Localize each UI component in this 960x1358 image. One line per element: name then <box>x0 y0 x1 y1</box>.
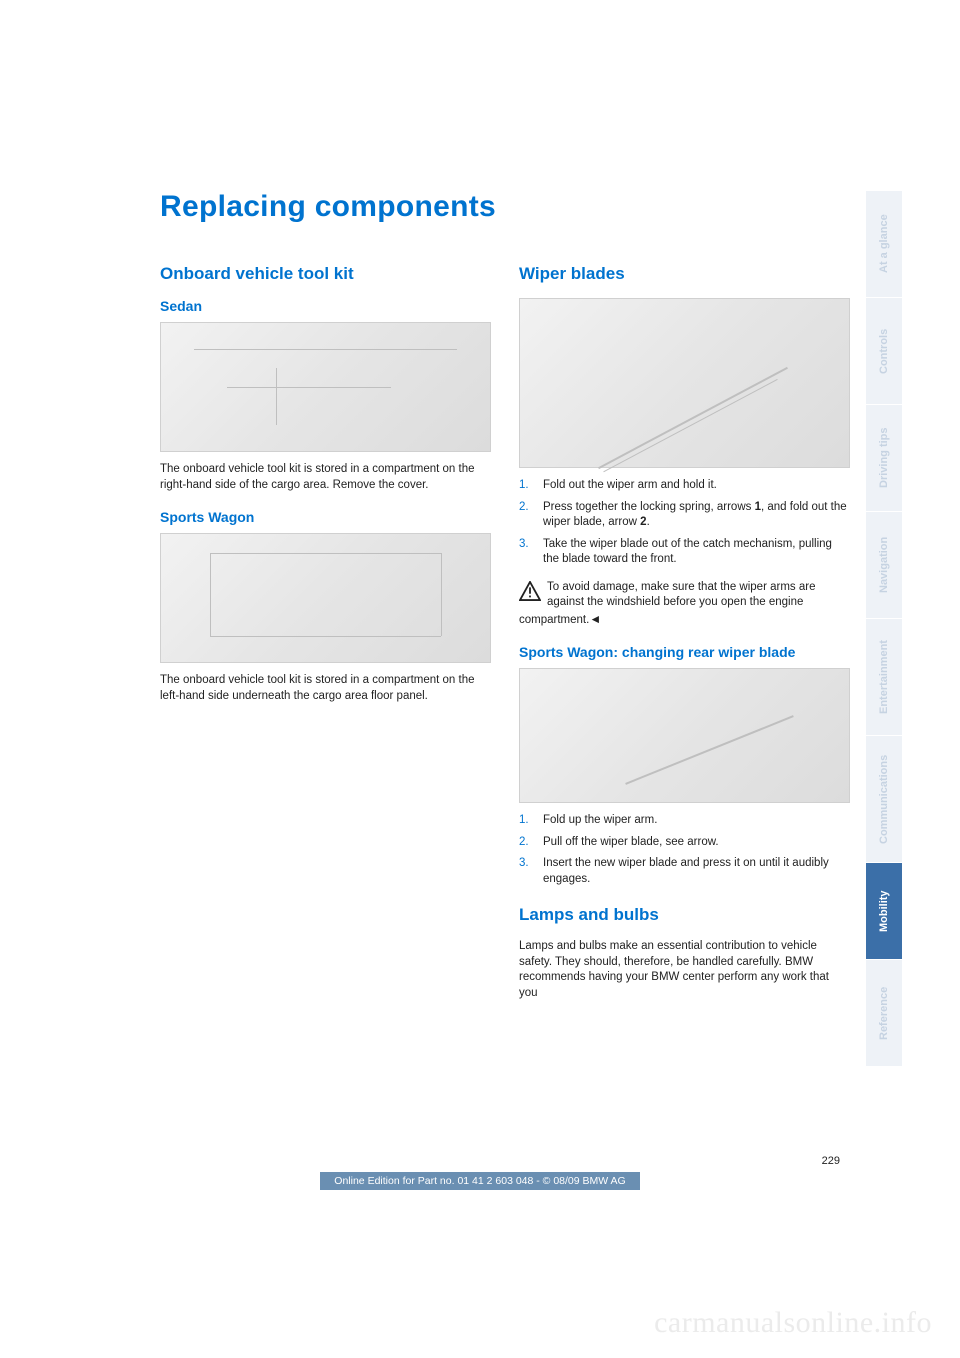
text-wagon: The onboard vehicle tool kit is stored i… <box>160 673 491 704</box>
subsection-sports-wagon: Sports Wagon <box>160 509 491 525</box>
step-item: Fold out the wiper arm and hold it. <box>519 478 850 494</box>
step-item: Pull off the wiper blade, see arrow. <box>519 835 850 851</box>
figure-sedan-toolkit <box>160 322 491 452</box>
text-lamps: Lamps and bulbs make an essential contri… <box>519 939 850 1001</box>
left-column: Onboard vehicle tool kit Sedan The onboa… <box>160 264 491 1017</box>
caution-text: To avoid damage, make sure that the wipe… <box>519 581 815 626</box>
caution-note: To avoid damage, make sure that the wipe… <box>519 580 850 629</box>
tab-navigation[interactable]: Navigation <box>866 511 902 618</box>
section-lamps-bulbs: Lamps and bulbs <box>519 905 850 925</box>
step-item: Fold up the wiper arm. <box>519 813 850 829</box>
footer-edition-bar: Online Edition for Part no. 01 41 2 603 … <box>320 1172 639 1190</box>
page-number: 229 <box>0 1155 960 1167</box>
two-column-layout: Onboard vehicle tool kit Sedan The onboa… <box>160 264 850 1017</box>
tab-communications[interactable]: Communications <box>866 735 902 862</box>
step-item: Press together the locking spring, arrow… <box>519 500 850 531</box>
steps-rear-wiper: Fold up the wiper arm. Pull off the wipe… <box>519 813 850 887</box>
step-item: Insert the new wiper blade and press it … <box>519 856 850 887</box>
tab-driving-tips[interactable]: Driving tips <box>866 404 902 511</box>
text-sedan: The onboard vehicle tool kit is stored i… <box>160 462 491 493</box>
tab-entertainment[interactable]: Entertainment <box>866 618 902 735</box>
figure-wiper-blades <box>519 298 850 468</box>
tab-mobility[interactable]: Mobility <box>866 862 902 959</box>
page-title: Replacing components <box>160 190 850 224</box>
section-wiper-blades: Wiper blades <box>519 264 850 284</box>
section-onboard-toolkit: Onboard vehicle tool kit <box>160 264 491 284</box>
figure-rear-wiper <box>519 668 850 803</box>
page-content: Replacing components Onboard vehicle too… <box>160 190 850 1017</box>
tab-controls[interactable]: Controls <box>866 297 902 404</box>
tab-at-a-glance[interactable]: At a glance <box>866 190 902 297</box>
step-item: Take the wiper blade out of the catch me… <box>519 537 850 568</box>
watermark: carmanualsonline.info <box>654 1306 932 1340</box>
side-tabs: At a glance Controls Driving tips Naviga… <box>866 190 902 1066</box>
subsection-rear-wiper: Sports Wagon: changing rear wiper blade <box>519 644 850 660</box>
tab-reference[interactable]: Reference <box>866 959 902 1066</box>
caution-end-marker: ◄ <box>589 612 601 626</box>
right-column: Wiper blades Fold out the wiper arm and … <box>519 264 850 1017</box>
caution-icon <box>519 581 541 601</box>
steps-wiper: Fold out the wiper arm and hold it. Pres… <box>519 478 850 568</box>
subsection-sedan: Sedan <box>160 298 491 314</box>
figure-wagon-toolkit <box>160 533 491 663</box>
page-footer: 229 Online Edition for Part no. 01 41 2 … <box>0 1155 960 1190</box>
